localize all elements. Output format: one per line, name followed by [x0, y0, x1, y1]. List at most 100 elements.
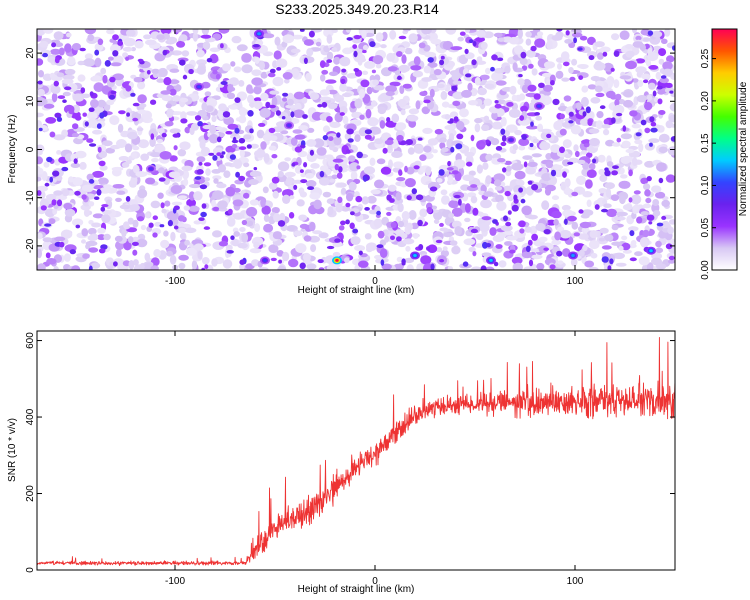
- spectrogram-cell: [230, 61, 236, 67]
- spectrogram-cell: [53, 190, 63, 196]
- spectrogram-cell: [387, 66, 398, 72]
- spectrogram-hotspot: [509, 138, 513, 142]
- spectrogram-cell: [45, 252, 51, 259]
- spectrogram-cell: [475, 60, 487, 65]
- spectrogram-cell: [298, 214, 308, 221]
- spectrogram-cell: [328, 136, 334, 142]
- spectrogram-cell: [530, 45, 537, 52]
- spectrogram-cell: [216, 136, 222, 143]
- spectrogram-cell: [379, 248, 388, 259]
- spectrogram-cell: [605, 90, 616, 99]
- spectrogram-cell: [262, 134, 273, 141]
- spectrogram-cell: [192, 32, 198, 42]
- spectrogram-cell: [585, 152, 593, 159]
- spectrogram-cell: [527, 180, 533, 185]
- snr-plot-background: [37, 331, 675, 570]
- spectrogram-cell: [652, 199, 660, 206]
- spectrogram-cell: [253, 241, 260, 249]
- spectrogram-cell: [422, 263, 434, 270]
- spectrogram-cell: [621, 242, 631, 251]
- spectrogram-cell: [421, 106, 430, 115]
- spectrogram-cell: [305, 172, 315, 179]
- spectrogram-cell: [124, 143, 133, 153]
- spectrogram-cell: [400, 109, 406, 116]
- spectrogram-cell: [251, 69, 262, 76]
- spectrogram-cell: [531, 233, 538, 241]
- spectrogram-cell: [77, 74, 86, 82]
- spectrogram-cell: [152, 215, 158, 220]
- spectrogram-cell: [511, 149, 517, 155]
- spectrogram-cell: [194, 176, 202, 180]
- spectrogram-cell: [405, 139, 413, 146]
- spectrogram-cell: [356, 151, 364, 159]
- spectrogram-cell: [348, 155, 356, 162]
- spectrogram-cell: [159, 224, 165, 228]
- spectrogram-cell: [38, 127, 43, 132]
- spectrogram-cell: [61, 188, 70, 197]
- spectrogram-cell: [389, 30, 397, 40]
- spectrogram-cell: [303, 57, 308, 64]
- spectrogram-cell: [670, 136, 675, 142]
- spectrogram-cell: [590, 97, 601, 104]
- spectrogram-cell: [169, 128, 181, 134]
- spectrogram-cell: [551, 210, 562, 219]
- spectrogram-cell: [143, 34, 152, 40]
- spectrogram-cell: [464, 151, 475, 157]
- spectrogram-cell: [398, 64, 410, 73]
- spectrogram-cell: [62, 74, 75, 81]
- spectrogram-y-ticks: -20 -10 0 10 20: [25, 47, 675, 253]
- spectrogram-cell: [42, 237, 53, 243]
- snr-xlabel: Height of straight line (km): [298, 584, 415, 595]
- spectrogram-cell: [305, 72, 312, 82]
- spectrogram-cell: [97, 177, 109, 186]
- spectrogram-cell: [39, 40, 49, 48]
- spectrogram-cell: [122, 46, 133, 52]
- spectrogram-cell: [280, 130, 289, 135]
- spectrogram-cell: [539, 141, 551, 151]
- spectrogram-cell: [391, 113, 400, 123]
- spectrogram-cell: [51, 199, 57, 206]
- spectrogram-cell: [643, 79, 649, 84]
- spectrogram-cell: [307, 127, 315, 133]
- spectrogram-cell: [91, 75, 102, 82]
- spectrogram-cell: [303, 39, 314, 46]
- spectrogram-cell: [146, 70, 151, 75]
- spectrogram-cell: [668, 114, 675, 123]
- colorbar-tick-label: 0.15: [700, 133, 711, 153]
- spectrogram-cell: [506, 235, 518, 241]
- spectrogram-cell: [573, 232, 580, 237]
- spectrogram-cell: [518, 220, 526, 228]
- spectrogram-cell: [153, 249, 161, 258]
- spectrogram-cell: [169, 254, 177, 265]
- spectrogram-cell: [571, 32, 583, 38]
- spectrogram-cell: [631, 157, 638, 167]
- spectrogram-cell: [419, 154, 427, 161]
- spectrogram-cell: [320, 74, 326, 82]
- spectrogram-cell: [601, 245, 612, 250]
- spectrogram-cell: [366, 86, 373, 95]
- spectrogram-cell: [211, 169, 221, 174]
- spectrogram-cell: [292, 129, 303, 134]
- spectrogram-cell: [130, 175, 138, 185]
- spectrogram-cell: [578, 75, 584, 80]
- spectrogram-cell: [519, 115, 525, 121]
- spectrogram-cell: [470, 134, 475, 142]
- spectrogram-cell: [90, 99, 99, 108]
- spectrogram-cell: [373, 85, 385, 91]
- spectrogram-cell: [479, 74, 490, 81]
- spectrogram-cell: [53, 134, 66, 141]
- spectrogram-cell: [666, 55, 675, 63]
- spectrogram-cell: [575, 102, 582, 111]
- spectrogram-cell: [665, 174, 675, 183]
- spectrogram-cell: [269, 68, 276, 74]
- spectrogram-cell: [342, 47, 353, 55]
- spectrogram-cell: [364, 60, 376, 69]
- spectrogram-cell: [520, 198, 526, 204]
- spectrogram-cell: [145, 39, 157, 46]
- spectrogram-cell: [354, 245, 366, 252]
- spectrogram-cell: [82, 253, 90, 259]
- spectrogram-cell: [56, 72, 65, 78]
- spectrogram-cell: [75, 150, 87, 159]
- spectrogram-cell: [239, 227, 246, 232]
- spectrogram-cell: [58, 47, 65, 56]
